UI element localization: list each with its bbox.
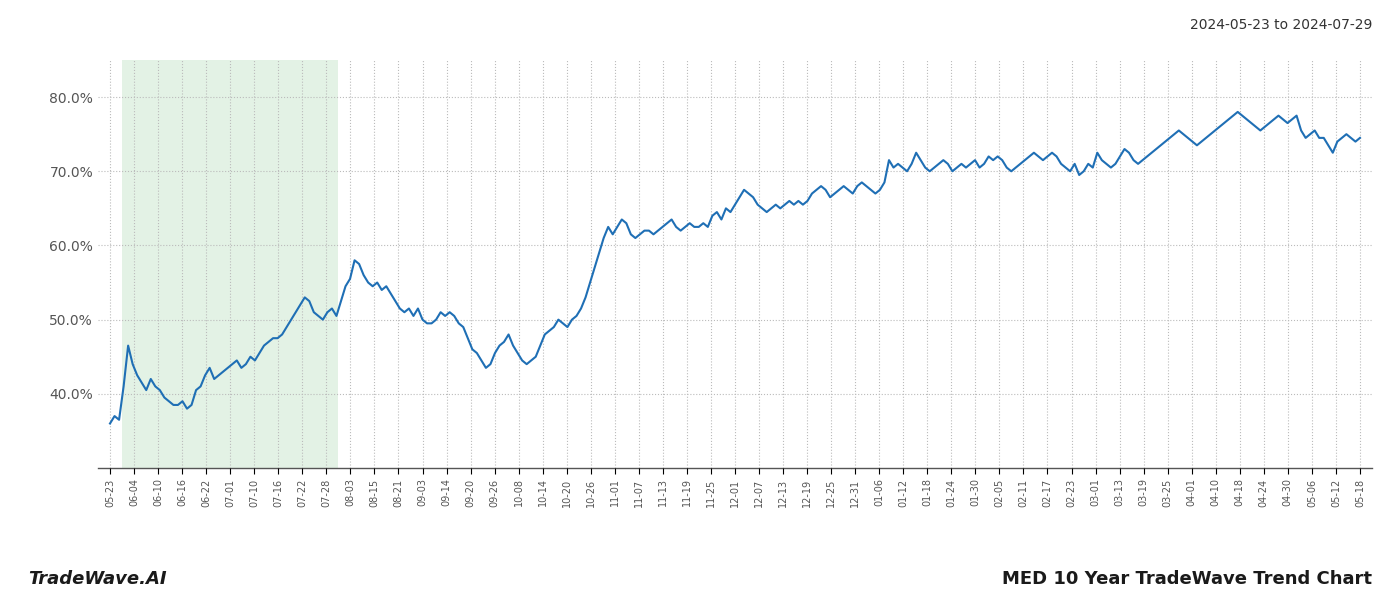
- Bar: [122, 60, 339, 468]
- Text: MED 10 Year TradeWave Trend Chart: MED 10 Year TradeWave Trend Chart: [1002, 570, 1372, 588]
- Text: TradeWave.AI: TradeWave.AI: [28, 570, 167, 588]
- Text: 2024-05-23 to 2024-07-29: 2024-05-23 to 2024-07-29: [1190, 18, 1372, 32]
